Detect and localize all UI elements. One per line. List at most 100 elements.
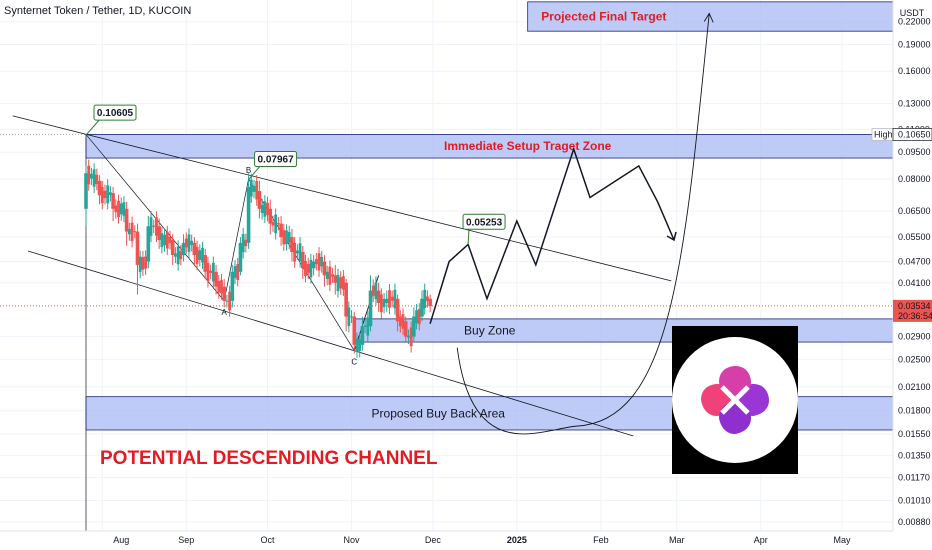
projected-final-target-label: Projected Final Target	[541, 10, 666, 24]
time-axis-tick: Oct	[261, 535, 276, 545]
candle-body	[90, 173, 93, 179]
candle-body	[97, 180, 102, 196]
callouts: 0.10605 0.07967 0.05253	[85, 104, 506, 245]
candle-body	[279, 223, 283, 238]
candle-body	[176, 246, 180, 265]
candle-body	[336, 274, 340, 292]
candle-body	[352, 316, 357, 345]
time-axis: Aug Sep Oct Nov Dec 2025 Feb Mar Apr May	[0, 530, 932, 550]
channel	[12, 115, 672, 437]
buy-zone	[353, 318, 894, 343]
callout-pointer	[248, 165, 261, 180]
candle-body	[184, 238, 188, 248]
projection-path	[429, 146, 675, 324]
candle-body	[350, 316, 353, 318]
candle-body	[220, 280, 223, 294]
candle-body	[255, 181, 259, 200]
candle-body	[195, 246, 199, 264]
candle-body	[382, 298, 386, 308]
candle-body	[423, 289, 427, 309]
candle-body	[285, 230, 288, 245]
candle-body	[298, 243, 302, 262]
candle-body	[395, 298, 400, 322]
candle-body	[117, 200, 120, 218]
candle-body	[325, 271, 329, 280]
candle-body	[211, 262, 215, 282]
callout-box	[93, 104, 137, 121]
candle-body	[244, 239, 248, 247]
candle-body	[100, 187, 104, 204]
candle-body	[163, 234, 166, 246]
last-price-tag	[893, 299, 932, 322]
candle-body	[141, 257, 145, 270]
candle-body	[236, 264, 240, 280]
callout-value: 0.10605	[97, 108, 134, 119]
candle-body	[355, 338, 359, 352]
candle-body	[138, 256, 142, 272]
candles	[84, 159, 432, 358]
callout-value: 0.05253	[466, 217, 503, 228]
candle-body	[368, 290, 373, 327]
candle-body	[287, 231, 291, 243]
candle-body	[87, 165, 91, 185]
candle-body	[124, 208, 129, 232]
candle-body	[174, 253, 177, 257]
candle-body	[417, 309, 421, 325]
price-axis-tick: 0.04100	[898, 278, 931, 288]
candle-body	[149, 217, 153, 236]
callout-pointer	[467, 228, 470, 245]
candle-body	[111, 193, 115, 209]
candle-body	[295, 250, 299, 254]
candle-body	[206, 263, 210, 282]
time-axis-tick: Dec	[425, 535, 442, 545]
wave-label-a: A	[222, 308, 228, 317]
price-axis: USDT0.220000.190000.160000.130000.110000…	[871, 0, 932, 550]
candle-body	[203, 255, 208, 272]
descending-channel-annotation: POTENTIAL DESCENDING CHANNEL	[100, 448, 438, 469]
candle-body	[393, 289, 397, 309]
candle-body	[130, 222, 134, 242]
time-axis-background	[0, 531, 932, 550]
recovery-arrowhead	[703, 12, 714, 23]
candle-body	[252, 186, 256, 192]
callout-value: 0.07967	[258, 155, 295, 166]
candle-body	[271, 221, 275, 226]
candle-body	[106, 185, 110, 204]
candle-body	[152, 225, 156, 227]
time-axis-tick: 2025	[507, 535, 527, 545]
price-axis-tick: 0.00880	[898, 517, 931, 527]
candle-body	[246, 186, 251, 243]
wave-label-c: C	[351, 358, 357, 367]
candle-body	[257, 191, 262, 209]
candle-body	[119, 203, 123, 215]
candle-body	[320, 256, 324, 267]
high-tag-label: High	[874, 129, 893, 139]
price-axis-tick: 0.02100	[898, 382, 931, 392]
candle-body	[179, 251, 183, 260]
candle-body	[217, 281, 221, 293]
buy-zone-label: Buy Zone	[464, 323, 516, 337]
token-logo	[672, 326, 798, 474]
price-axis-tick: 0.19000	[898, 39, 931, 49]
candle-body	[135, 231, 140, 265]
candle-body	[230, 271, 235, 301]
candle-body	[328, 266, 332, 285]
candle-body	[331, 274, 334, 277]
candle-body	[401, 314, 405, 329]
price-axis-tick: 0.13000	[898, 98, 931, 108]
callout-box	[254, 151, 298, 168]
candle-body	[360, 326, 365, 345]
buy-back-label: Proposed Buy Back Area	[372, 406, 506, 420]
candle-body	[114, 205, 118, 213]
high-value-tag	[892, 128, 932, 141]
price-axis-tick: 0.01550	[898, 429, 931, 439]
candle-body	[407, 335, 410, 338]
candle-body	[146, 226, 151, 262]
candle-body	[238, 242, 243, 272]
candle-body	[371, 285, 375, 296]
candle-body	[311, 261, 316, 269]
candle-body	[155, 217, 158, 236]
candle-body	[168, 236, 172, 244]
candle-body	[339, 277, 343, 289]
